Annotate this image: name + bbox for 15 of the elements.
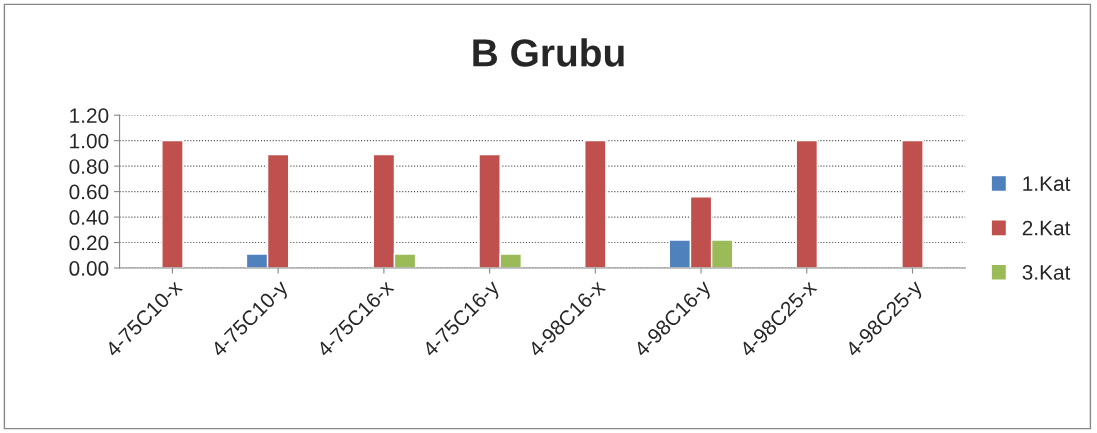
legend-label: 1.Kat bbox=[1023, 176, 1071, 191]
y-tick-label: 1.20 bbox=[70, 108, 109, 123]
bar bbox=[584, 139, 607, 269]
y-tick-label: 0.20 bbox=[69, 235, 109, 251]
y-tick-label: 0.60 bbox=[69, 184, 109, 200]
y-tick-label: 0.80 bbox=[69, 159, 109, 174]
bar bbox=[161, 139, 184, 269]
y-tick-label: 1.00 bbox=[70, 133, 109, 149]
legend-label: 3.Kat bbox=[1022, 265, 1071, 280]
chart-title: B Grubu bbox=[473, 38, 624, 67]
bar bbox=[795, 139, 819, 269]
legend-label: 2.Kat bbox=[1022, 220, 1071, 236]
y-tick-label: 0.00 bbox=[69, 261, 109, 276]
bar bbox=[901, 139, 924, 269]
y-tick-label: 0.40 bbox=[69, 210, 109, 225]
